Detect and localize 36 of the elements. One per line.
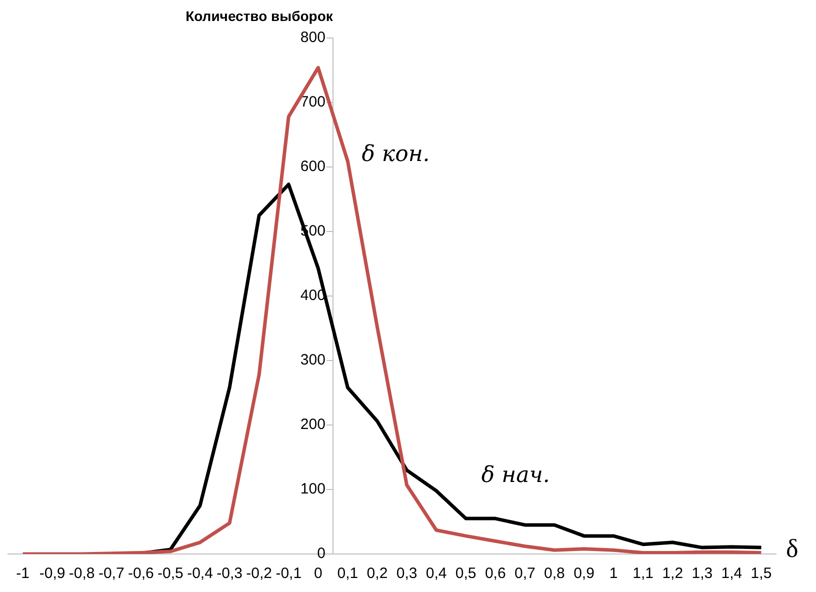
y-tick-label: 100	[300, 480, 333, 498]
series-label: δ нач.	[481, 463, 550, 488]
x-tick-label: 0,9	[574, 565, 594, 582]
x-tick-label: -0,8	[68, 565, 95, 582]
x-tick-label: 0,1	[337, 565, 358, 582]
x-tick-label: -0,6	[128, 565, 154, 582]
x-tick-label: -0,4	[187, 565, 213, 582]
x-tick-label: 1,4	[721, 565, 742, 582]
x-tick-label: 0,8	[544, 565, 565, 582]
y-tick-label: 600	[300, 158, 333, 176]
x-tick-label: -0,5	[158, 565, 184, 582]
x-tick-label: -0,7	[98, 565, 124, 582]
x-tick-label: 0,4	[426, 565, 447, 582]
x-tick-label: -0,9	[39, 565, 66, 582]
y-tick-label: 700	[300, 94, 333, 111]
y-tick-label: 300	[300, 352, 333, 369]
y-tick-label: 200	[300, 416, 333, 434]
x-tick-label: -1	[16, 565, 30, 582]
x-tick-label: 1	[609, 565, 618, 582]
x-axis-title: δ	[786, 534, 798, 563]
x-tick-label: 1,2	[662, 565, 684, 582]
x-tick-label: 1,5	[750, 565, 772, 582]
x-tick-label: 1,3	[692, 565, 713, 582]
y-axis-title: Количество выборок	[186, 8, 334, 24]
x-tick-label: 0,5	[455, 565, 476, 582]
x-tick-label: -0,1	[276, 565, 302, 582]
x-tick-label: -0,2	[246, 565, 272, 582]
x-tick-label: 0,7	[514, 565, 536, 582]
y-tick-label: 0	[317, 545, 333, 562]
x-tick-label: 0,6	[484, 565, 506, 582]
y-tick-label: 800	[300, 29, 333, 46]
x-tick-label: 0,3	[396, 565, 418, 582]
x-tick-label: -0,3	[216, 565, 242, 582]
x-tick-label: 0,2	[366, 565, 388, 582]
x-tick-label: 1,1	[632, 565, 654, 582]
series-label: δ кон.	[362, 142, 430, 167]
